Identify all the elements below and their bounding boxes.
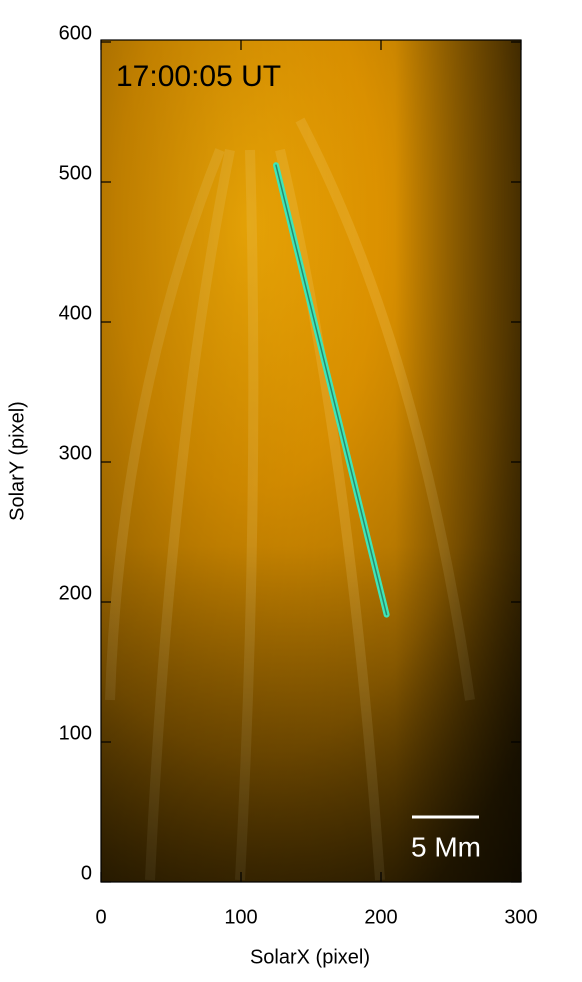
y-tick-label: 200	[59, 582, 92, 604]
image-shade	[101, 40, 521, 882]
plot-frame	[100, 39, 522, 883]
y-tick-label: 500	[59, 162, 92, 184]
x-tick-label: 0	[95, 906, 106, 928]
x-tick-label: 200	[364, 906, 397, 928]
scale-bar-label: 5 Mm	[411, 831, 481, 862]
x-tick-label: 300	[504, 906, 537, 928]
x-axis-label: SolarX (pixel)	[250, 946, 370, 968]
y-tick-label: 600	[59, 22, 92, 44]
y-axis-label: SolarY (pixel)	[6, 401, 28, 521]
y-tick-label: 0	[81, 862, 92, 884]
x-tick-label: 100	[224, 906, 257, 928]
y-tick-label: 400	[59, 302, 92, 324]
y-tick-label: 300	[59, 442, 92, 464]
slit-core	[275, 164, 388, 616]
y-tick-label: 100	[59, 722, 92, 744]
timestamp: 17:00:05 UT	[116, 60, 281, 93]
